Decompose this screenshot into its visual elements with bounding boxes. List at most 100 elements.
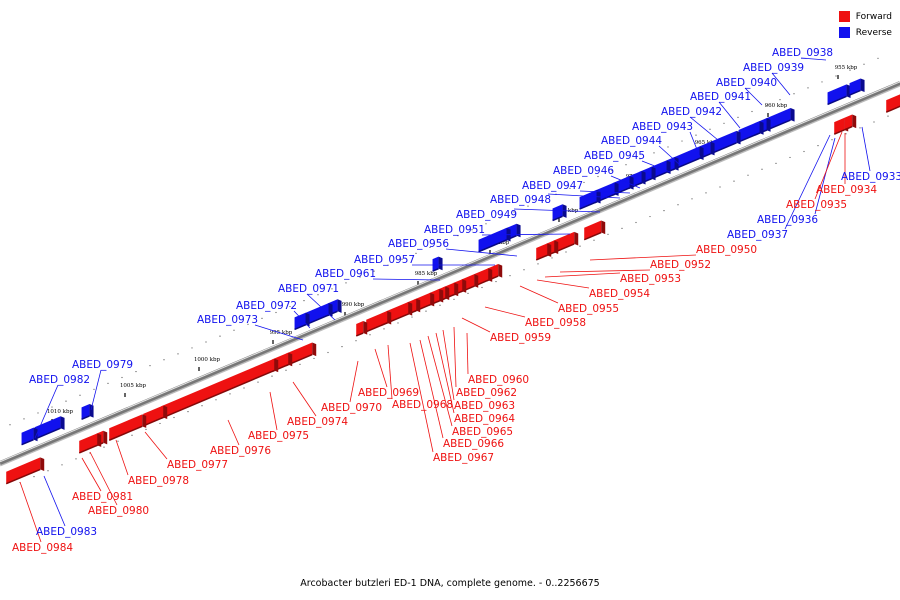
minor-tick [765,104,767,107]
reverse-gene-label: ABED_0938 [772,47,833,59]
leader-line [81,457,102,492]
reverse-gene-block [81,403,94,421]
leader-line [445,248,518,257]
minor-tick [215,399,217,401]
scale-tick-label: 1010 kbp [47,409,74,415]
minor-tick [177,353,179,355]
minor-tick [593,239,595,241]
minor-tick [429,246,431,249]
minor-tick [513,211,515,213]
minor-tick [509,275,511,277]
minor-tick [173,416,175,419]
minor-tick [383,328,385,330]
reverse-gene-label: ABED_0951 [424,224,485,236]
forward-gene-label: ABED_0978 [128,475,189,487]
backbone-line [0,81,900,465]
minor-tick [33,476,35,478]
leader-line [513,208,601,213]
minor-tick [9,424,11,426]
minor-tick [65,400,67,402]
scale-tick-label: 990 kbp [342,302,365,308]
minor-tick [611,170,613,172]
reverse-gene-block [738,121,764,143]
minor-tick [163,359,165,361]
reverse-gene-block [710,130,741,155]
reverse-gene-label: ABED_0946 [553,165,614,177]
forward-gene-label: ABED_0977 [167,459,228,471]
reverse-gene-label: ABED_0939 [743,62,804,74]
reverse-gene-label: ABED_0944 [601,135,662,147]
leader-line [409,342,434,453]
reverse-gene-label: ABED_0983 [36,526,97,538]
forward-gene-label: ABED_0935 [786,199,847,211]
forward-gene-block [885,94,900,113]
forward-gene-label: ABED_0984 [12,542,73,554]
minor-tick [355,340,357,342]
leader-line [484,306,526,318]
minor-tick [887,115,889,117]
minor-tick [359,276,361,278]
leader-line [559,269,651,273]
reverse-gene-label: ABED_0972 [236,300,297,312]
scale-tick-label: 1000 kbp [194,357,221,363]
minor-tick [397,322,399,324]
leader-line [419,339,444,439]
reverse-gene-label: ABED_0936 [757,214,818,226]
minor-tick [205,341,207,343]
minor-tick [457,235,459,237]
minor-tick [537,263,539,265]
leader-line [372,278,441,281]
reverse-gene-label: ABED_0982 [29,374,90,386]
forward-gene-block [78,433,102,454]
minor-tick [471,229,473,231]
minor-tick [635,221,637,224]
minor-tick [79,394,81,396]
reverse-gene-label: ABED_0948 [490,194,551,206]
forward-gene-block [5,457,45,485]
minor-tick [145,428,147,430]
scale-tick-label: 985 kbp [415,271,438,277]
reverse-gene-label: ABED_0956 [388,238,449,250]
minor-tick [149,365,151,367]
leader-line [579,190,631,194]
minor-tick [873,121,875,123]
minor-tick [649,215,651,218]
minor-tick [135,370,137,373]
legend: Forward Reverse [838,9,892,41]
minor-tick [299,363,301,365]
minor-tick [625,164,627,166]
forward-gene-block [843,114,857,131]
forward-gene-label: ABED_0950 [696,244,757,256]
leader-line [689,131,701,158]
minor-tick [541,199,543,201]
forward-gene-label: ABED_0969 [358,387,419,399]
minor-tick [565,251,567,253]
forward-gene-label: ABED_0967 [433,452,494,464]
leader-line [800,57,827,61]
leader-line [34,384,59,439]
forward-gene-block [355,321,368,337]
leader-line [814,137,836,215]
reverse-swatch [838,27,850,38]
leader-line [641,160,671,173]
minor-tick [499,217,501,219]
leader-line [536,279,590,289]
minor-tick [663,210,665,212]
minor-tick [523,269,525,271]
minor-tick [243,387,245,389]
leader-line [435,332,455,414]
leader-line [292,381,317,417]
leader-line [293,310,311,329]
minor-tick [345,282,347,284]
forward-gene-label: ABED_0976 [210,445,271,457]
genome-caption: Arcobacter butzleri ED-1 DNA, complete g… [300,578,600,589]
minor-tick [275,311,277,314]
minor-tick [583,181,585,184]
minor-tick [373,270,375,272]
leader-line [466,332,469,375]
leader-line [689,116,719,141]
forward-gene-block [160,358,279,419]
minor-tick [317,294,319,296]
minor-tick [579,245,581,247]
reverse-gene-block [579,189,601,210]
